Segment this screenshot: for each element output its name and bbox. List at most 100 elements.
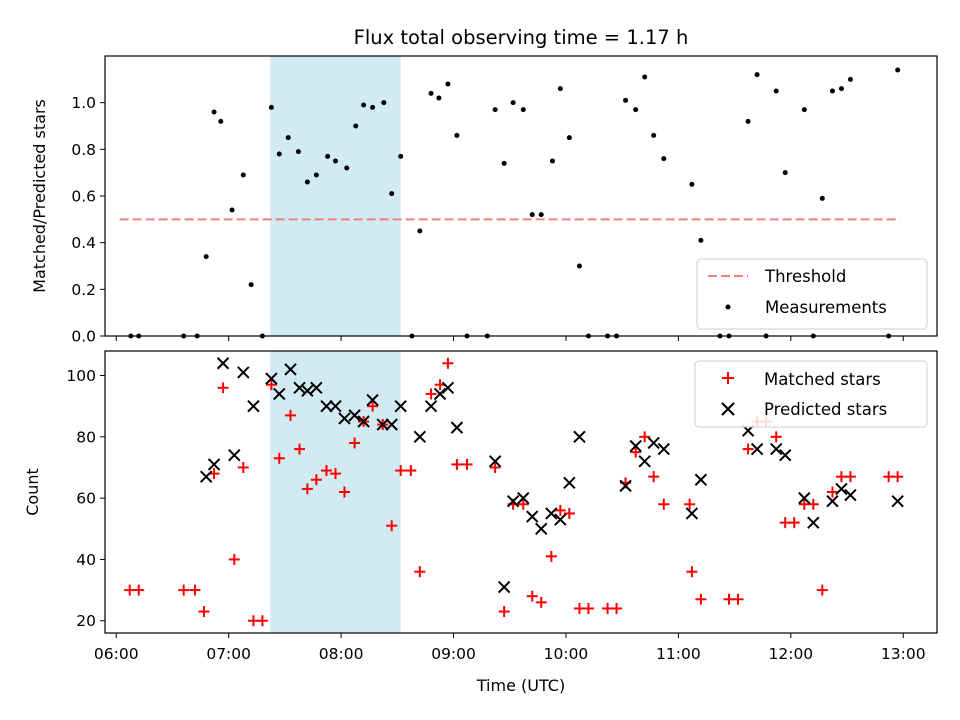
measurement-point [218,118,224,124]
legend-measurements-swatch [725,304,731,310]
count-x-tick-label: 08:00 [319,645,364,663]
count-y-tick-label: 100 [66,367,96,385]
predicted-star-point [647,436,660,450]
predicted-star-point [750,442,764,456]
ratio-legend-box [696,258,928,330]
predicted-star-point [506,494,520,508]
legend-predicted-label: Predicted stars [764,400,887,419]
ratio-y-tick-label: 1.0 [71,94,96,112]
matched-star-point [686,566,698,578]
measurement-point [623,97,629,103]
predicted-star-point [685,507,699,520]
matched-star-point [285,409,297,421]
predicted-star-point [488,455,502,468]
predicted-star-point [394,399,407,413]
measurement-point [492,107,498,113]
measurement-point [557,86,563,92]
matched-star-point [329,468,341,480]
matched-star-point [237,461,249,473]
matched-star-point [489,461,501,473]
matched-star-point [405,465,417,477]
matched-star-point [367,400,379,412]
ratio-panel-shaded-span [270,56,401,336]
measurement-point [417,228,423,234]
predicted-star-point [237,366,250,379]
predicted-star-point [433,387,447,401]
measurement-point [661,156,667,162]
predicted-star-point [199,470,213,483]
measurement-point [651,132,657,138]
count-panel-frame [104,350,938,634]
matched-star-point [630,446,642,458]
legend-threshold-label: Threshold [764,267,846,286]
predicted-star-point [779,449,792,462]
matched-star-point [349,437,361,449]
matched-star-point [265,379,277,391]
predicted-star-point [694,473,708,486]
predicted-star-point [891,494,904,508]
matched-star-point [526,590,538,602]
matched-star-point [770,431,782,443]
matched-star-point [451,458,463,470]
predicted-star-point [376,418,389,431]
measurement-point [689,181,695,187]
matched-star-point [273,452,285,464]
measurement-point [381,100,387,106]
matched-star-point [545,550,557,562]
legend-matched-swatch [722,372,734,384]
matched-star-point [684,498,696,510]
measurement-point [295,149,301,155]
count-y-tick-label: 40 [76,551,96,569]
measurement-point [398,153,404,159]
predicted-star-point [424,399,438,413]
matched-star-point [301,483,313,495]
matched-star-point [517,498,529,510]
matched-star-point [338,486,350,498]
matched-star-point [198,606,210,618]
predicted-star-point [573,430,586,444]
predicted-star-point [320,399,333,413]
measurement-point [211,109,217,115]
measurement-point [576,263,582,269]
predicted-star-point [284,363,297,376]
matched-star-point [461,458,473,470]
matched-star-point [582,602,594,614]
matched-star-point [816,584,828,596]
matched-star-point [395,465,407,477]
measurement-point [285,135,291,141]
predicted-star-point [807,516,820,529]
measurement-point [838,86,844,92]
x-axis-title: Time (UTC) [476,676,565,695]
count-x-tick-label: 06:00 [94,645,139,663]
ratio-legend: Threshold Measurements [696,258,928,330]
measurement-point [642,74,648,80]
measurement-point [370,104,376,110]
predicted-star-point [385,418,398,431]
predicted-star-point [265,372,278,385]
matched-star-point [732,593,744,605]
predicted-star-point [247,399,260,413]
predicted-star-point [554,513,567,526]
predicted-star-point [338,412,351,425]
measurement-point [847,76,853,82]
predicted-star-point [798,491,811,505]
predicted-star-point [517,491,530,505]
predicted-stars-points [199,357,904,594]
matched-star-point [742,443,754,455]
measurement-point [325,153,331,159]
matched-star-point [807,498,819,510]
measurement-point [361,102,367,108]
ratio-y-tick-label: 0.4 [71,234,96,252]
predicted-star-point [366,393,379,407]
ratio-x-ticks [115,336,904,341]
measurement-point [829,88,835,94]
measurement-point [754,72,760,78]
matched-star-point [648,471,660,483]
matched-star-point [788,517,800,529]
matched-star-point [826,486,838,498]
ratio-panel: 0.0 0.2 0.4 0.6 0.8 1.0 Matched/Predicted sta… [30,55,938,346]
predicted-star-point [329,399,342,413]
predicted-star-point [450,421,464,434]
count-x-tick-label: 13:00 [881,645,926,663]
matched-star-point [386,520,398,532]
